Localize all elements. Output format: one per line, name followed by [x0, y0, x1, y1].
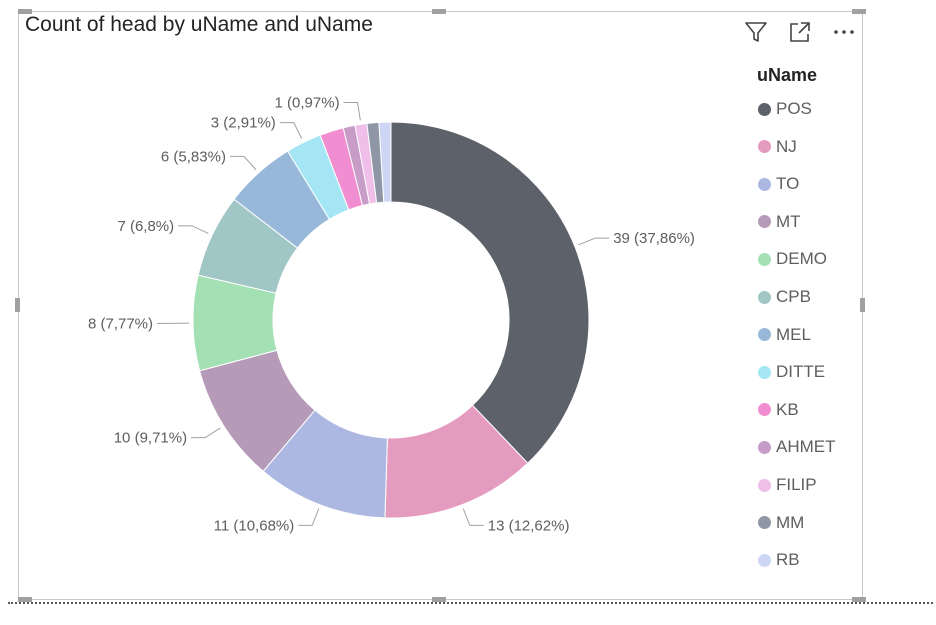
legend-item-nj[interactable]: NJ [758, 136, 797, 158]
legend-item-demo[interactable]: DEMO [758, 248, 827, 270]
legend-title: uName [757, 65, 818, 85]
legend-swatch [758, 440, 771, 454]
resize-handle-bottom-left[interactable] [18, 597, 32, 602]
legend-label: FILIP [776, 475, 817, 494]
legend-label: KB [776, 399, 799, 419]
legend-label: NJ [776, 136, 797, 156]
legend-label: CPB [776, 287, 811, 306]
legend-label: DEMO [776, 249, 827, 269]
legend-label: RB [776, 550, 800, 570]
resize-handle-top[interactable] [432, 9, 446, 14]
legend-swatch [758, 403, 771, 417]
focus-mode-icon[interactable] [787, 19, 813, 45]
filter-icon[interactable] [743, 19, 769, 45]
resize-handle-bottom[interactable] [432, 597, 446, 602]
legend-item-ahmet[interactable]: AHMET [758, 436, 836, 458]
legend-swatch [758, 365, 771, 379]
resize-handle-bottom-right[interactable] [852, 597, 866, 602]
legend-swatch [758, 328, 771, 342]
resize-handle-left[interactable] [15, 298, 20, 312]
legend-swatch [758, 102, 771, 116]
legend-swatch [758, 140, 771, 154]
legend-swatch [758, 177, 771, 191]
chart-title: Count of head by uName and uName [25, 13, 373, 36]
legend-item-to[interactable]: TO [758, 173, 799, 195]
legend-item-filip[interactable]: FILIP [758, 474, 817, 496]
legend-item-pos[interactable]: POS [758, 98, 812, 120]
legend-label: MEL [776, 324, 811, 344]
resize-handle-top-right[interactable] [852, 9, 866, 14]
legend-label: AHMET [776, 437, 836, 457]
legend-swatch [758, 252, 771, 266]
more-options-icon[interactable] [831, 19, 857, 45]
legend-item-ditte[interactable]: DITTE [758, 361, 825, 383]
legend-label: TO [776, 174, 800, 194]
legend-item-mel[interactable]: MEL [758, 324, 811, 346]
legend-swatch [758, 290, 771, 304]
legend-label: DITTE [776, 362, 826, 382]
legend-swatch [758, 215, 771, 229]
resize-handle-right[interactable] [860, 298, 865, 312]
legend-swatch [758, 478, 771, 492]
page-divider [8, 602, 933, 604]
resize-handle-top-left[interactable] [18, 9, 32, 14]
legend-item-mt[interactable]: MT [758, 211, 801, 233]
donut-slice-rb[interactable] [378, 121, 392, 203]
legend-item-kb[interactable]: KB [758, 399, 799, 421]
legend-swatch [758, 553, 771, 567]
donut-slice-pos[interactable] [390, 121, 590, 464]
legend-label: POS [776, 99, 812, 118]
legend-item-cpb[interactable]: CPB [758, 286, 811, 308]
legend-label: MM [776, 512, 805, 532]
legend-label: MT [776, 211, 801, 231]
legend-swatch [758, 516, 771, 530]
legend-item-mm[interactable]: MM [758, 512, 804, 534]
legend-item-rb[interactable]: RB [758, 549, 800, 571]
